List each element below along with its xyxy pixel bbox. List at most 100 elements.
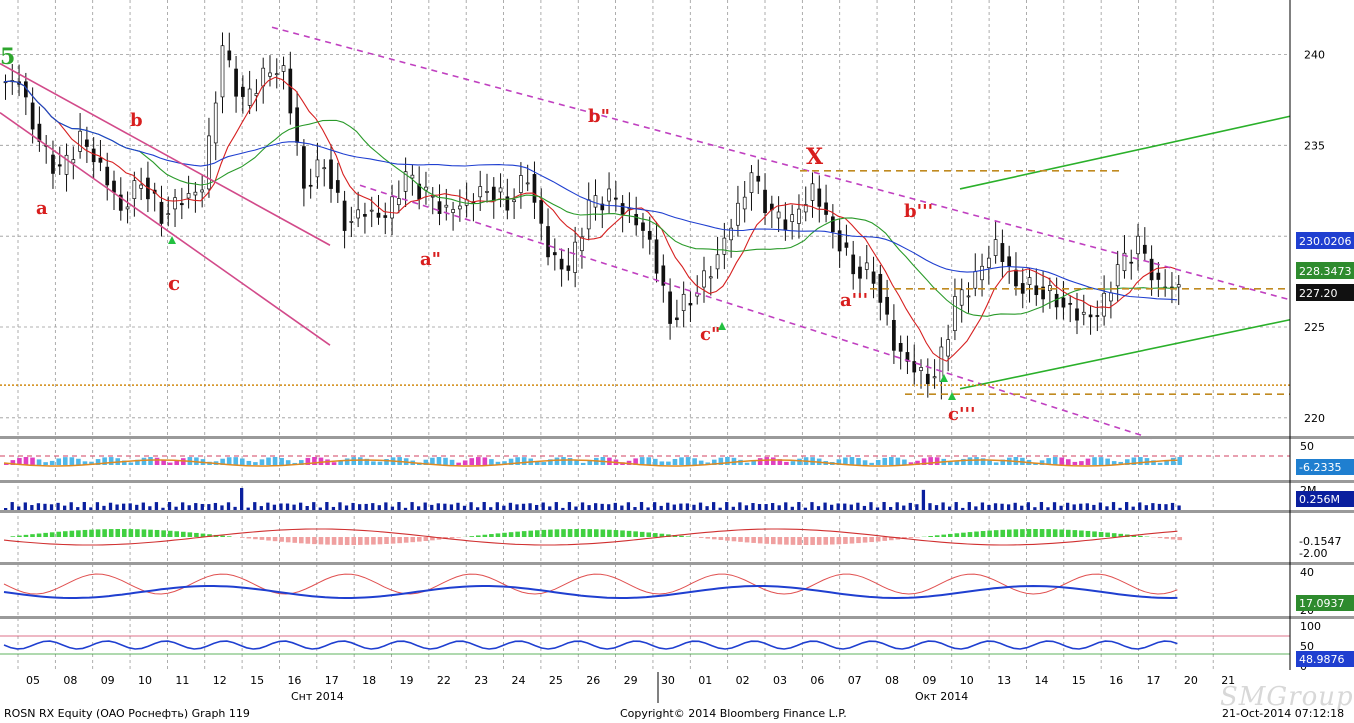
volume-bar — [148, 506, 152, 510]
volume-bar — [607, 504, 611, 510]
volume-bar — [390, 506, 395, 510]
month-label: Окт 2014 — [915, 690, 968, 703]
volume-bar — [371, 503, 375, 510]
macd-bar — [1007, 529, 1012, 537]
panel-value-box — [1296, 459, 1354, 475]
y-tick-label: 235 — [1304, 139, 1325, 152]
macd-bar — [456, 537, 461, 538]
macd-bar — [875, 537, 881, 542]
hist-bar — [974, 457, 979, 465]
volume-bar — [508, 502, 513, 510]
candle-body — [634, 214, 639, 226]
volume-bar — [666, 502, 670, 510]
macd-bar — [712, 537, 717, 540]
volume-bar — [738, 502, 742, 510]
volume-bar — [233, 506, 237, 510]
macd-bar — [528, 530, 534, 537]
volume-bar — [476, 507, 480, 510]
hist-bar — [469, 458, 475, 465]
volume-bar — [535, 504, 539, 510]
x-tick-label: 24 — [512, 674, 526, 687]
macd-bar — [181, 531, 186, 537]
hist-bar — [731, 457, 737, 465]
volume-bar — [1020, 505, 1024, 510]
x-tick-label: 01 — [698, 674, 712, 687]
volume-bar — [862, 505, 867, 510]
macd-bar — [941, 534, 947, 537]
volume-bar — [377, 505, 381, 510]
volume-bar — [882, 502, 886, 510]
candle-body — [1122, 252, 1127, 272]
macd-bar — [1157, 537, 1163, 539]
candle-body — [478, 186, 483, 198]
panel-value-box — [1296, 651, 1354, 667]
macd-bar — [1039, 529, 1045, 537]
x-tick-label: 15 — [250, 674, 264, 687]
macd-bar — [30, 534, 35, 537]
macd-bar — [148, 529, 153, 537]
panel-separator — [0, 562, 1354, 565]
macd-bar — [1026, 529, 1032, 537]
volume-bar — [1138, 502, 1142, 510]
candle-body — [335, 180, 340, 193]
macd-bar — [974, 531, 979, 537]
volume-bar — [285, 503, 290, 510]
volume-bar — [613, 502, 617, 510]
hist-bar — [371, 461, 376, 465]
volume-bar — [17, 506, 21, 510]
wave-label: b" — [588, 106, 610, 127]
candle-body — [946, 339, 950, 357]
macd-bar — [390, 537, 396, 544]
hist-bar — [1092, 457, 1097, 465]
candle-body — [302, 146, 306, 189]
hist-bar — [567, 458, 573, 465]
candle-body — [742, 196, 747, 210]
candle-body — [959, 289, 964, 306]
candle-body — [512, 199, 516, 203]
volume-bar — [338, 502, 342, 510]
volume-bar — [856, 502, 860, 510]
macd-bar — [836, 537, 842, 545]
hist-bar — [312, 457, 317, 465]
x-tick-label: 21 — [1221, 674, 1235, 687]
volume-bar — [279, 503, 283, 510]
volume-bar — [1125, 502, 1129, 510]
hist-bar — [672, 458, 678, 465]
hist-bar — [987, 460, 992, 465]
hist-bar — [82, 461, 88, 465]
x-tick-label: 11 — [175, 674, 189, 687]
candle-body — [736, 202, 740, 226]
candle-body — [71, 159, 76, 164]
hist-bar — [1000, 459, 1006, 465]
hist-bar — [548, 459, 553, 465]
hist-bar — [561, 457, 566, 465]
candle-body — [193, 191, 198, 196]
macd-bar — [771, 537, 776, 545]
macd-bar — [161, 530, 166, 537]
macd-bar — [1092, 531, 1097, 537]
macd-bar — [194, 532, 199, 537]
x-tick-label: 09 — [922, 674, 936, 687]
volume-bar — [744, 505, 749, 510]
volume-bar — [528, 503, 532, 510]
macd-bar — [1072, 530, 1078, 537]
volume-bar — [43, 503, 47, 510]
hist-bar — [797, 458, 802, 465]
volume-bar — [102, 505, 106, 510]
volume-bar — [869, 502, 873, 510]
volume-bar — [620, 505, 624, 510]
volume-bar — [89, 507, 93, 510]
hist-bar — [535, 460, 540, 465]
x-tick-label: 29 — [624, 674, 638, 687]
hist-bar — [489, 459, 494, 465]
volume-bar — [10, 502, 14, 510]
volume-bar — [1098, 502, 1103, 510]
macd-bar — [620, 530, 625, 537]
volume-bar — [574, 506, 578, 510]
hist-bar — [646, 457, 652, 465]
macd-bar — [830, 537, 835, 545]
footer-security: ROSN RX Equity (OAO Роснефть) Graph 119 — [4, 707, 250, 720]
candle-body — [932, 376, 937, 379]
candle-body — [620, 203, 625, 215]
candle-body — [607, 188, 611, 202]
